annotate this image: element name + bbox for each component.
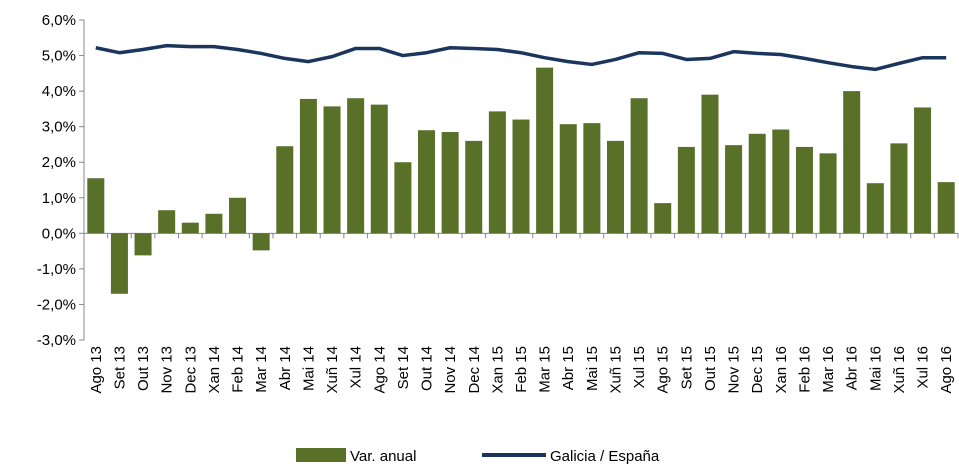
- x-tick-label: Feb 14: [230, 346, 247, 393]
- bar: [110, 233, 128, 294]
- bar: [323, 106, 341, 234]
- bar: [583, 123, 601, 234]
- x-tick-label: Dec 13: [182, 346, 199, 394]
- x-tick-label: Out 15: [702, 346, 719, 391]
- bar: [205, 213, 223, 234]
- bar: [606, 140, 624, 234]
- bar: [654, 203, 672, 234]
- legend-label: Var. anual: [350, 448, 416, 465]
- bar: [370, 104, 388, 234]
- x-tick-label: Ago 16: [938, 346, 955, 394]
- bar: [181, 222, 199, 234]
- bar: [252, 233, 270, 251]
- x-tick-label: Out 14: [419, 346, 436, 391]
- y-tick-label: 3,0%: [42, 119, 76, 136]
- bar: [890, 143, 908, 234]
- x-tick-label: Set 15: [678, 346, 695, 389]
- x-tick-label: Mai 14: [300, 346, 317, 391]
- x-tick-label: Ago 15: [655, 346, 672, 394]
- bar: [347, 98, 365, 234]
- legend-swatch: [296, 448, 346, 462]
- bar: [559, 124, 577, 234]
- x-tick-label: Xuñ 14: [324, 346, 341, 394]
- bar: [441, 132, 459, 234]
- bar: [488, 111, 506, 234]
- x-tick-label: Nov 13: [159, 346, 176, 394]
- y-tick-label: -1,0%: [37, 261, 76, 278]
- x-tick-label: Xul 14: [348, 346, 365, 389]
- y-tick-label: 0,0%: [42, 225, 76, 242]
- x-tick-label: Mai 15: [584, 346, 601, 391]
- y-tick-label: 6,0%: [42, 12, 76, 29]
- bar: [819, 153, 837, 234]
- x-tick-label: Feb 16: [796, 346, 813, 393]
- x-tick-label: Xuñ 15: [607, 346, 624, 394]
- x-tick-label: Nov 14: [442, 346, 459, 394]
- x-tick-label: Abr 16: [844, 346, 861, 390]
- bar: [87, 178, 105, 234]
- bar: [677, 146, 695, 234]
- x-tick-label: Abr 14: [277, 346, 294, 390]
- x-tick-label: Set 14: [395, 346, 412, 389]
- x-tick-label: Mar 15: [537, 346, 554, 393]
- bar: [748, 133, 766, 234]
- bar: [725, 145, 743, 234]
- y-tick-label: 2,0%: [42, 154, 76, 171]
- y-tick-label: 5,0%: [42, 48, 76, 65]
- x-tick-label: Xul 16: [915, 346, 932, 389]
- line: [95, 43, 947, 72]
- bar: [465, 140, 483, 234]
- x-tick-label: Xul 15: [631, 346, 648, 389]
- legend-label: Galicia / España: [550, 448, 660, 465]
- bar: [866, 183, 884, 234]
- bar: [701, 94, 719, 234]
- x-tick-label: Set 13: [111, 346, 128, 389]
- bar: [795, 146, 813, 234]
- bar: [536, 67, 554, 234]
- bar: [299, 98, 317, 234]
- x-tick-label: Nov 15: [726, 346, 743, 394]
- x-tick-label: Dec 15: [749, 346, 766, 394]
- x-tick-label: Dec 14: [466, 346, 483, 394]
- y-tick-label: -2,0%: [37, 296, 76, 313]
- x-tick-label: Mar 16: [820, 346, 837, 393]
- bar: [394, 162, 412, 234]
- y-tick-label: -3,0%: [37, 332, 76, 349]
- y-tick-label: 4,0%: [42, 83, 76, 100]
- bar: [772, 129, 790, 234]
- bar: [229, 197, 247, 234]
- x-tick-label: Mar 14: [253, 346, 270, 393]
- bar: [158, 210, 176, 234]
- x-tick-label: Ago 13: [88, 346, 105, 394]
- x-tick-label: Ago 14: [371, 346, 388, 394]
- x-tick-label: Xuñ 16: [891, 346, 908, 394]
- x-tick-label: Xan 14: [206, 346, 223, 394]
- x-tick-label: Xan 16: [773, 346, 790, 394]
- bar: [843, 91, 861, 234]
- x-tick-label: Feb 15: [513, 346, 530, 393]
- x-tick-label: Xan 15: [489, 346, 506, 394]
- x-tick-label: Mai 16: [867, 346, 884, 391]
- bar: [630, 98, 648, 234]
- bar: [512, 119, 530, 234]
- bar: [418, 130, 436, 234]
- x-tick-label: Out 13: [135, 346, 152, 391]
- y-tick-label: 1,0%: [42, 190, 76, 207]
- bar: [914, 107, 932, 234]
- x-tick-label: Abr 15: [560, 346, 577, 390]
- bar: [937, 182, 955, 234]
- bar: [134, 233, 152, 256]
- bar: [276, 146, 294, 234]
